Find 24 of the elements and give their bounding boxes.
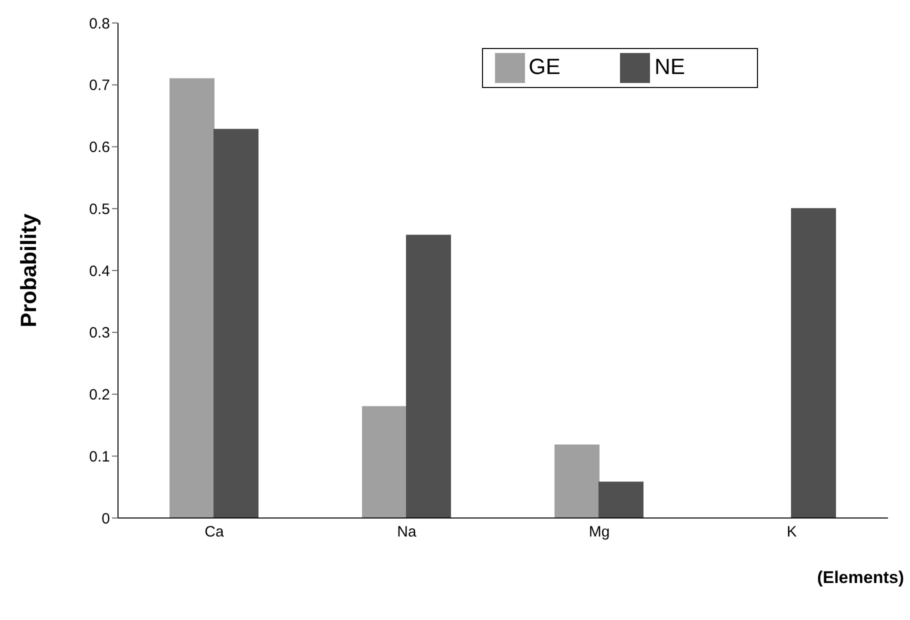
x-tick-label: Na — [397, 524, 417, 541]
bar — [554, 444, 600, 518]
legend-label: GE — [528, 54, 560, 79]
y-tick-label: 0.3 — [89, 324, 110, 342]
y-tick-label: 0.2 — [89, 386, 110, 404]
x-tick-label: K — [786, 524, 797, 541]
bar — [791, 208, 836, 518]
x-tick-label: Ca — [204, 524, 224, 541]
bar — [598, 482, 644, 518]
y-tick-label: 0.1 — [89, 448, 110, 466]
bar — [406, 234, 451, 518]
legend-label: NE — [654, 54, 685, 79]
y-tick-label: 0 — [102, 510, 110, 528]
y-tick-label: 0.6 — [89, 139, 110, 156]
y-axis-title: Probability — [16, 212, 41, 328]
y-tick-label: 0.4 — [89, 262, 110, 280]
x-tick-label: Mg — [588, 524, 610, 541]
y-tick-label: 0.8 — [89, 15, 110, 32]
bar — [214, 128, 258, 518]
y-tick-label: 0.5 — [89, 200, 110, 218]
y-tick-label: 0.7 — [89, 77, 110, 94]
x-axis-title: (Elements) — [817, 568, 904, 588]
bar — [362, 406, 407, 518]
bar — [170, 78, 214, 518]
